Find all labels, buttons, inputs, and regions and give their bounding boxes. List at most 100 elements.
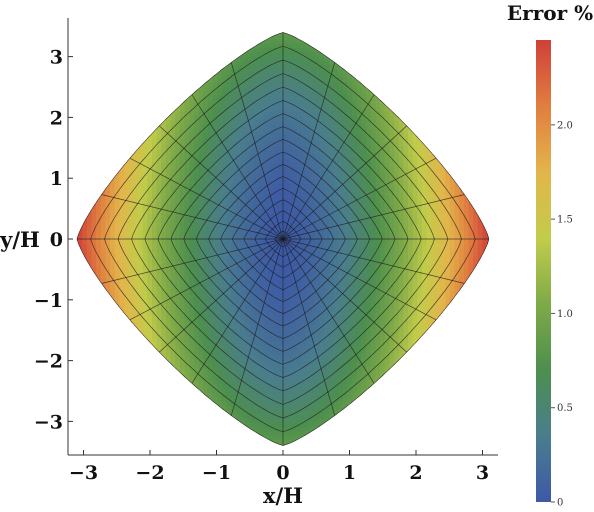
field-cell [198, 47, 204, 53]
field-cell [235, 145, 242, 151]
field-cell [161, 55, 167, 61]
field-cell [249, 175, 255, 181]
field-cell [96, 307, 102, 312]
field-cell [110, 192, 116, 198]
field-cell [76, 362, 79, 368]
field-cell [124, 362, 130, 368]
field-cell [249, 90, 255, 95]
field-cell [189, 170, 195, 176]
field-cell [249, 217, 255, 223]
field-cell [161, 183, 167, 189]
field-cell [101, 26, 106, 31]
field-cell [105, 345, 111, 351]
field-cell [235, 336, 242, 342]
field-cell [161, 34, 167, 40]
field-cell [235, 370, 242, 376]
field-cell [73, 26, 78, 31]
field-cell [161, 153, 167, 159]
field-cell [114, 285, 120, 291]
field-cell [212, 319, 218, 325]
field-cell [165, 234, 172, 240]
field-cell [217, 187, 223, 193]
field-cell [203, 166, 209, 172]
field-cell [282, 94, 288, 100]
field-cell [249, 38, 255, 44]
field-cell [268, 153, 274, 159]
field-cell [235, 426, 242, 432]
field-cell [82, 332, 88, 338]
field-cell [268, 111, 274, 117]
field-cell [76, 102, 79, 108]
field-cell [193, 234, 200, 240]
field-cell [128, 47, 134, 53]
field-cell [189, 264, 195, 270]
field-cell [161, 81, 167, 87]
field-cell [189, 243, 195, 249]
field-cell [147, 264, 153, 270]
field-cell [235, 132, 242, 138]
field-cell [114, 162, 120, 168]
field-cell [151, 141, 158, 146]
field-cell [259, 370, 265, 376]
field-cell [212, 141, 218, 146]
field-cell [133, 324, 139, 329]
field-cell [207, 345, 214, 351]
field-cell [282, 73, 288, 78]
field-cell [128, 221, 134, 227]
field-cell [231, 383, 237, 389]
field-cell [277, 47, 283, 53]
field-cell [133, 370, 139, 376]
field-cell [138, 383, 144, 389]
field-cell [259, 77, 265, 83]
field-cell [165, 298, 172, 304]
field-cell [133, 332, 139, 338]
field-cell [82, 328, 88, 334]
field-cell [86, 217, 93, 223]
field-cell [110, 319, 116, 325]
field-cell [226, 256, 232, 261]
field-cell [184, 183, 190, 189]
field-cell [105, 358, 111, 364]
field-cell [96, 166, 102, 172]
field-cell [100, 55, 107, 61]
field-cell [82, 307, 88, 312]
field-cell [179, 264, 186, 270]
field-cell [245, 264, 251, 270]
field-cell [128, 85, 134, 91]
field-cell [217, 51, 223, 57]
field-cell [250, 22, 255, 27]
field-cell [235, 290, 242, 295]
field-cell [268, 319, 274, 325]
field-cell [91, 153, 97, 159]
field-cell [77, 141, 83, 146]
field-cell [119, 430, 125, 436]
field-cell [77, 107, 83, 112]
field-cell [212, 60, 218, 66]
field-cell [263, 217, 269, 223]
field-cell [175, 362, 181, 368]
field-cell [119, 98, 125, 104]
field-cell [86, 383, 93, 389]
field-cell [240, 162, 246, 168]
field-cell [203, 141, 209, 146]
field-cell [77, 324, 83, 329]
field-cell [105, 413, 111, 419]
field-cell [259, 162, 265, 168]
field-cell [165, 375, 172, 381]
field-cell [226, 281, 232, 287]
field-cell [161, 73, 167, 78]
field-cell [277, 404, 283, 410]
field-cell [161, 77, 167, 83]
field-cell [193, 247, 200, 253]
field-cell [76, 55, 79, 61]
field-cell [96, 396, 102, 402]
field-cell [68, 426, 73, 431]
field-cell [138, 290, 144, 295]
field-cell [235, 251, 242, 257]
field-cell [277, 192, 283, 198]
field-cell [198, 187, 204, 193]
field-cell [240, 400, 246, 406]
field-cell [226, 345, 232, 351]
field-cell [203, 209, 209, 215]
field-cell [166, 26, 171, 31]
